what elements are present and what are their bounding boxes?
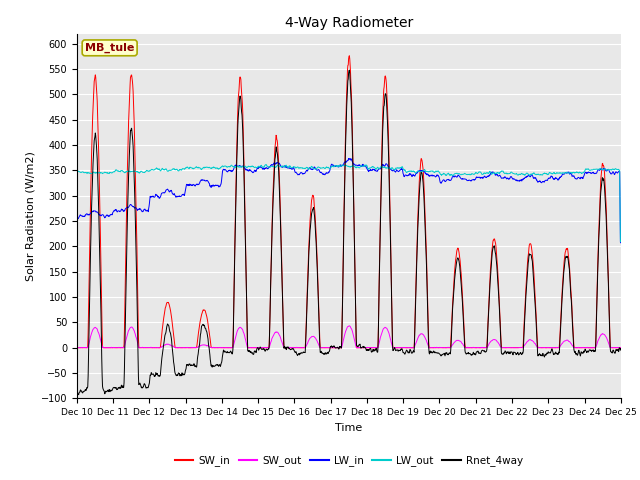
LW_out	[505, 171, 513, 177]
LW_out	[194, 165, 202, 170]
Rnet_4way	[617, 348, 625, 353]
SW_out	[553, 345, 561, 350]
X-axis label: Time: Time	[335, 423, 362, 432]
Legend: SW_in, SW_out, LW_in, LW_out, Rnet_4way: SW_in, SW_out, LW_in, LW_out, Rnet_4way	[170, 451, 527, 470]
Rnet_4way	[255, 348, 262, 353]
Rnet_4way	[180, 372, 188, 377]
SW_in	[194, 336, 202, 341]
SW_in	[255, 345, 262, 350]
LW_in	[73, 216, 81, 221]
LW_in	[345, 156, 353, 161]
LW_in	[505, 176, 513, 182]
LW_in	[553, 176, 561, 181]
Rnet_4way	[434, 350, 442, 356]
Line: SW_out: SW_out	[77, 326, 621, 348]
SW_out	[346, 323, 353, 329]
LW_out	[553, 170, 561, 176]
LW_in	[617, 240, 625, 246]
SW_out	[194, 344, 202, 350]
Rnet_4way	[194, 353, 202, 359]
SW_out	[617, 345, 625, 350]
SW_in	[434, 345, 442, 350]
SW_out	[180, 345, 188, 350]
LW_out	[262, 162, 270, 168]
Rnet_4way	[346, 67, 353, 73]
SW_out	[550, 345, 557, 350]
Rnet_4way	[553, 350, 561, 356]
SW_out	[505, 345, 513, 350]
LW_out	[616, 239, 624, 244]
Line: LW_out: LW_out	[77, 165, 621, 241]
Line: SW_in: SW_in	[77, 56, 621, 348]
LW_in	[255, 165, 262, 171]
LW_out	[255, 163, 262, 169]
Rnet_4way	[73, 393, 81, 399]
LW_out	[73, 168, 81, 174]
SW_in	[553, 345, 561, 350]
SW_out	[73, 345, 81, 350]
LW_out	[180, 167, 188, 172]
SW_in	[73, 345, 81, 350]
Rnet_4way	[505, 350, 513, 356]
SW_in	[505, 345, 513, 350]
LW_out	[434, 168, 442, 174]
Y-axis label: Solar Radiation (W/m2): Solar Radiation (W/m2)	[25, 151, 35, 281]
Line: LW_in: LW_in	[77, 158, 621, 243]
LW_out	[617, 239, 625, 244]
Title: 4-Way Radiometer: 4-Way Radiometer	[285, 16, 413, 30]
SW_in	[617, 345, 625, 350]
Line: Rnet_4way: Rnet_4way	[77, 70, 621, 396]
LW_in	[180, 192, 188, 198]
LW_in	[194, 181, 202, 187]
Text: MB_tule: MB_tule	[85, 43, 134, 53]
SW_in	[180, 345, 188, 350]
LW_in	[434, 172, 442, 178]
SW_out	[255, 345, 262, 350]
SW_in	[346, 53, 353, 59]
SW_out	[434, 345, 442, 350]
